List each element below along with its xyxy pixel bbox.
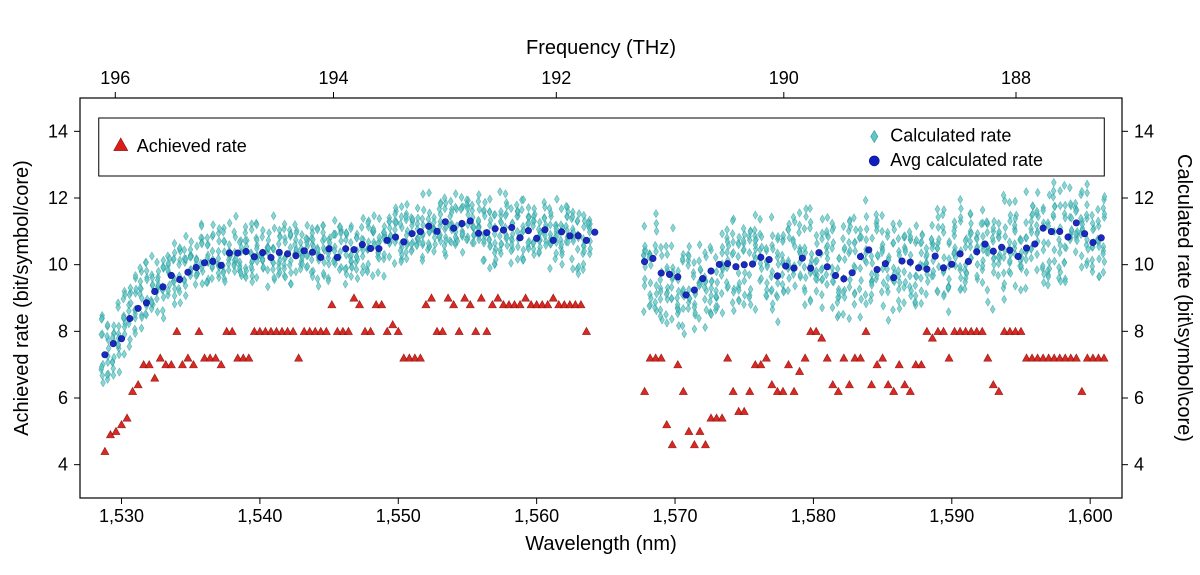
svg-text:8: 8 bbox=[58, 321, 68, 341]
svg-text:190: 190 bbox=[769, 68, 799, 88]
legend-calculated: Calculated rate bbox=[890, 126, 1011, 146]
svg-text:1,540: 1,540 bbox=[237, 506, 282, 526]
svg-text:12: 12 bbox=[1134, 188, 1154, 208]
y-right-label: Calculated rate (bit\symbol\core) bbox=[1173, 154, 1195, 442]
svg-text:6: 6 bbox=[1134, 388, 1144, 408]
svg-text:10: 10 bbox=[1134, 255, 1154, 275]
y-left-label: Achieved rate (bit/symbol/core) bbox=[11, 160, 33, 436]
svg-text:4: 4 bbox=[1134, 455, 1144, 475]
legend-avg-calculated: Avg calculated rate bbox=[890, 150, 1043, 170]
rate-vs-wavelength-chart: 1,530 1,540 1,550 1,560 1,570 1,580 1,590 1,600… bbox=[0, 0, 1200, 575]
chart-svg: 1,530 1,540 1,550 1,560 1,570 1,580 1,590 1,600… bbox=[0, 0, 1200, 575]
svg-text:1,600: 1,600 bbox=[1068, 506, 1113, 526]
series-calculated bbox=[99, 178, 1107, 386]
svg-text:6: 6 bbox=[58, 388, 68, 408]
svg-text:1,550: 1,550 bbox=[376, 506, 421, 526]
svg-text:1,590: 1,590 bbox=[929, 506, 974, 526]
svg-text:188: 188 bbox=[1001, 68, 1031, 88]
legend-achieved: Achieved rate bbox=[137, 136, 247, 156]
svg-text:14: 14 bbox=[1134, 121, 1154, 141]
svg-text:14: 14 bbox=[48, 121, 68, 141]
svg-text:8: 8 bbox=[1134, 321, 1144, 341]
svg-text:196: 196 bbox=[100, 68, 130, 88]
svg-text:1,580: 1,580 bbox=[791, 506, 836, 526]
x-bottom-label: Wavelength (nm) bbox=[525, 533, 677, 555]
svg-text:12: 12 bbox=[48, 188, 68, 208]
svg-text:4: 4 bbox=[58, 455, 68, 475]
svg-text:1,530: 1,530 bbox=[99, 506, 144, 526]
x-top-label: Frequency (THz) bbox=[526, 37, 676, 59]
series-achieved bbox=[101, 294, 1108, 455]
svg-text:192: 192 bbox=[541, 68, 571, 88]
svg-text:194: 194 bbox=[318, 68, 348, 88]
svg-text:1,560: 1,560 bbox=[514, 506, 559, 526]
svg-text:1,570: 1,570 bbox=[653, 506, 698, 526]
svg-text:10: 10 bbox=[48, 255, 68, 275]
